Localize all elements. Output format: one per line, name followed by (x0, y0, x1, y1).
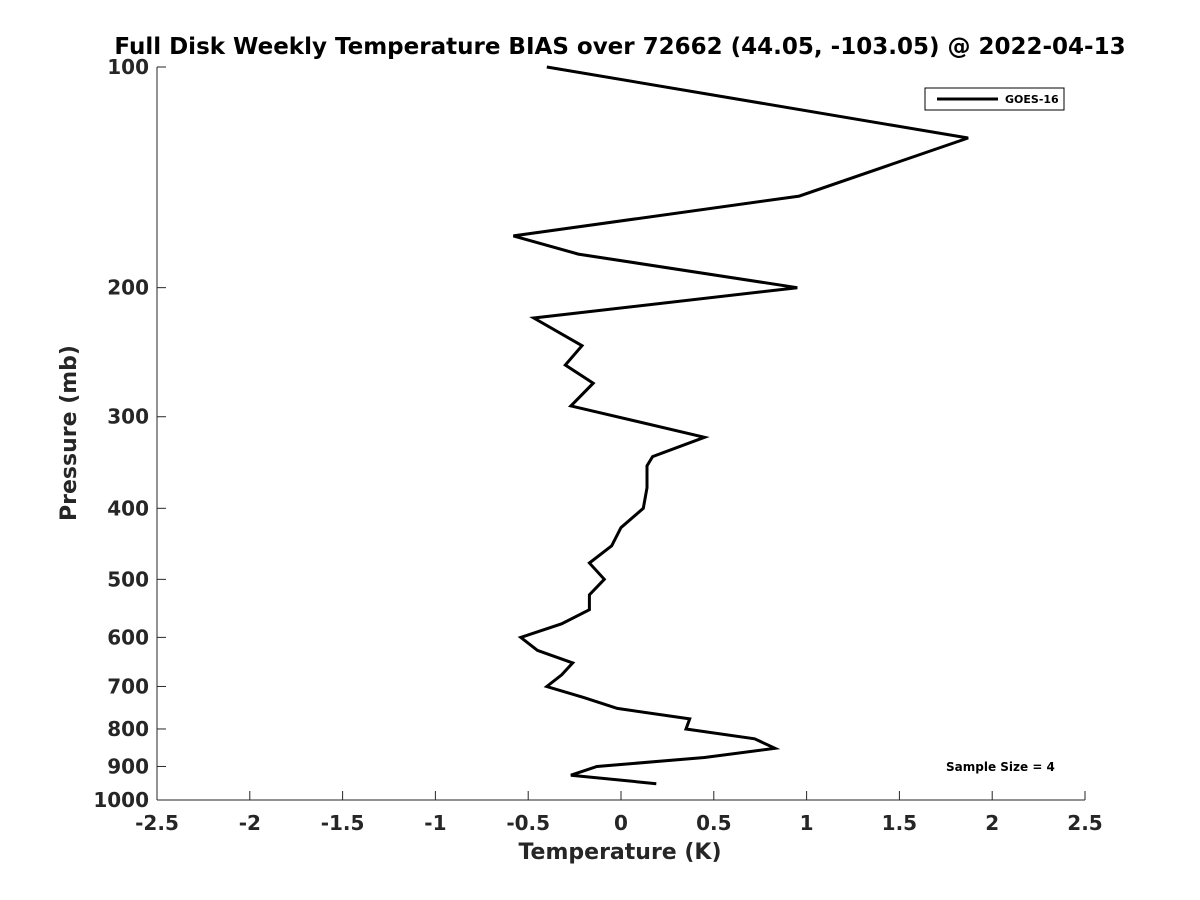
y-tick-label: 700 (107, 674, 149, 698)
x-tick-label: 0.5 (696, 811, 731, 835)
series-line-goes-16 (512, 65, 969, 786)
y-tick-label: 500 (107, 567, 149, 591)
y-tick-label: 200 (107, 276, 149, 300)
y-tick-label: 600 (107, 625, 149, 649)
chart-title: Full Disk Weekly Temperature BIAS over 7… (114, 34, 1125, 60)
y-tick-label: 1000 (93, 788, 149, 812)
sample-size-annotation: Sample Size = 4 (946, 760, 1055, 774)
y-tick-label: 800 (107, 717, 149, 741)
y-tick-label: 400 (107, 496, 149, 520)
y-tick-label: 900 (107, 754, 149, 778)
legend: GOES-16 (924, 87, 1065, 111)
y-tick-label: 300 (107, 405, 149, 429)
x-tick-label: -1.5 (321, 811, 365, 835)
x-tick-label: 2.5 (1067, 811, 1102, 835)
x-tick-label: 1.5 (882, 811, 917, 835)
legend-label: GOES-16 (1005, 93, 1059, 106)
x-ticks: -2.5 -2 -1.5 -1 -0.5 0 0.5 1 1.5 2 2.5 (135, 791, 1103, 835)
x-tick-label: 1 (800, 811, 814, 835)
x-tick-label: -2 (239, 811, 261, 835)
x-tick-label: -0.5 (506, 811, 550, 835)
y-ticks: 100 200 300 400 500 600 700 800 900 1000 (93, 55, 166, 812)
y-tick-label: 100 (107, 55, 149, 79)
x-tick-label: -1 (424, 811, 446, 835)
x-axis-label: Temperature (K) (518, 840, 721, 865)
x-tick-label: -2.5 (135, 811, 179, 835)
x-tick-label: 2 (985, 811, 999, 835)
y-axis-label: Pressure (mb) (57, 345, 82, 521)
x-tick-label: 0 (614, 811, 628, 835)
series-layer (512, 65, 969, 786)
